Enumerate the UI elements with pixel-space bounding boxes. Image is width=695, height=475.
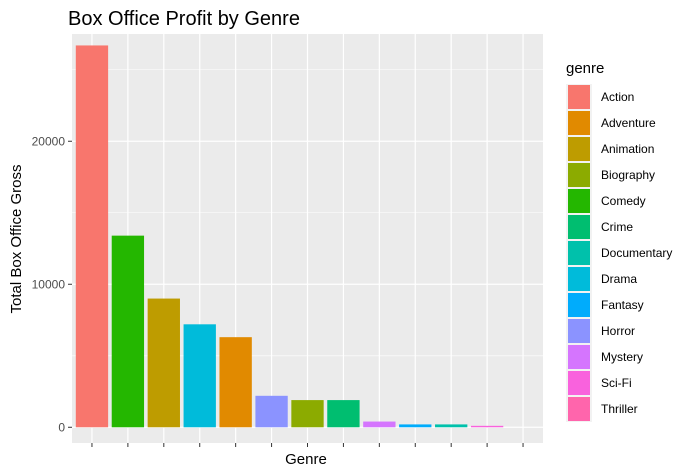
legend-label: Animation — [601, 142, 654, 156]
legend-label: Sci-Fi — [601, 376, 632, 390]
legend-label: Action — [601, 90, 634, 104]
legend-swatch — [568, 319, 590, 343]
legend-swatch — [568, 163, 590, 187]
legend-swatch — [568, 397, 590, 421]
bar-animation — [147, 298, 180, 428]
legend-label: Biography — [601, 168, 655, 182]
y-tick-label: 10000 — [32, 277, 66, 291]
legend-swatch — [568, 371, 590, 395]
legend-label: Documentary — [601, 246, 672, 260]
legend-swatch — [568, 85, 590, 109]
legend-swatch — [568, 137, 590, 161]
legend-swatch — [568, 215, 590, 239]
legend-swatch — [568, 267, 590, 291]
bar-documentary — [435, 424, 468, 428]
legend-label: Comedy — [601, 194, 646, 208]
bar-mystery — [363, 421, 396, 428]
chart-title: Box Office Profit by Genre — [68, 8, 300, 30]
legend-swatch — [568, 293, 590, 317]
bar-action — [75, 45, 109, 428]
legend-title: genre — [566, 60, 604, 77]
bar-crime — [327, 400, 360, 428]
bar-adventure — [219, 337, 252, 428]
legend-label: Adventure — [601, 116, 656, 130]
bar-sci-fi — [470, 425, 504, 428]
legend-label: Fantasy — [601, 298, 644, 312]
bars — [75, 45, 504, 428]
y-tick-label: 0 — [58, 420, 65, 434]
bar-comedy — [111, 235, 145, 428]
legend-label: Crime — [601, 220, 633, 234]
bar-drama — [183, 324, 216, 428]
bar-fantasy — [399, 424, 432, 428]
legend-label: Horror — [601, 324, 635, 338]
bar-horror — [255, 395, 288, 428]
x-axis-ticks — [91, 443, 524, 447]
legend-swatch — [568, 345, 590, 369]
legend-label: Drama — [601, 272, 637, 286]
legend-label: Thriller — [601, 402, 638, 416]
legend-label: Mystery — [601, 350, 643, 364]
y-axis-title: Total Box Office Gross — [8, 165, 25, 314]
legend-swatch — [568, 241, 590, 265]
y-axis: 0 10000 20000 — [32, 134, 72, 434]
bar-biography — [291, 400, 324, 428]
legend-swatch — [568, 189, 590, 213]
y-tick-label: 20000 — [32, 134, 66, 148]
legend-swatch — [568, 111, 590, 135]
legend: genre Action Adventure Animation Biography C… — [566, 60, 672, 422]
x-axis-title: Genre — [285, 451, 327, 468]
